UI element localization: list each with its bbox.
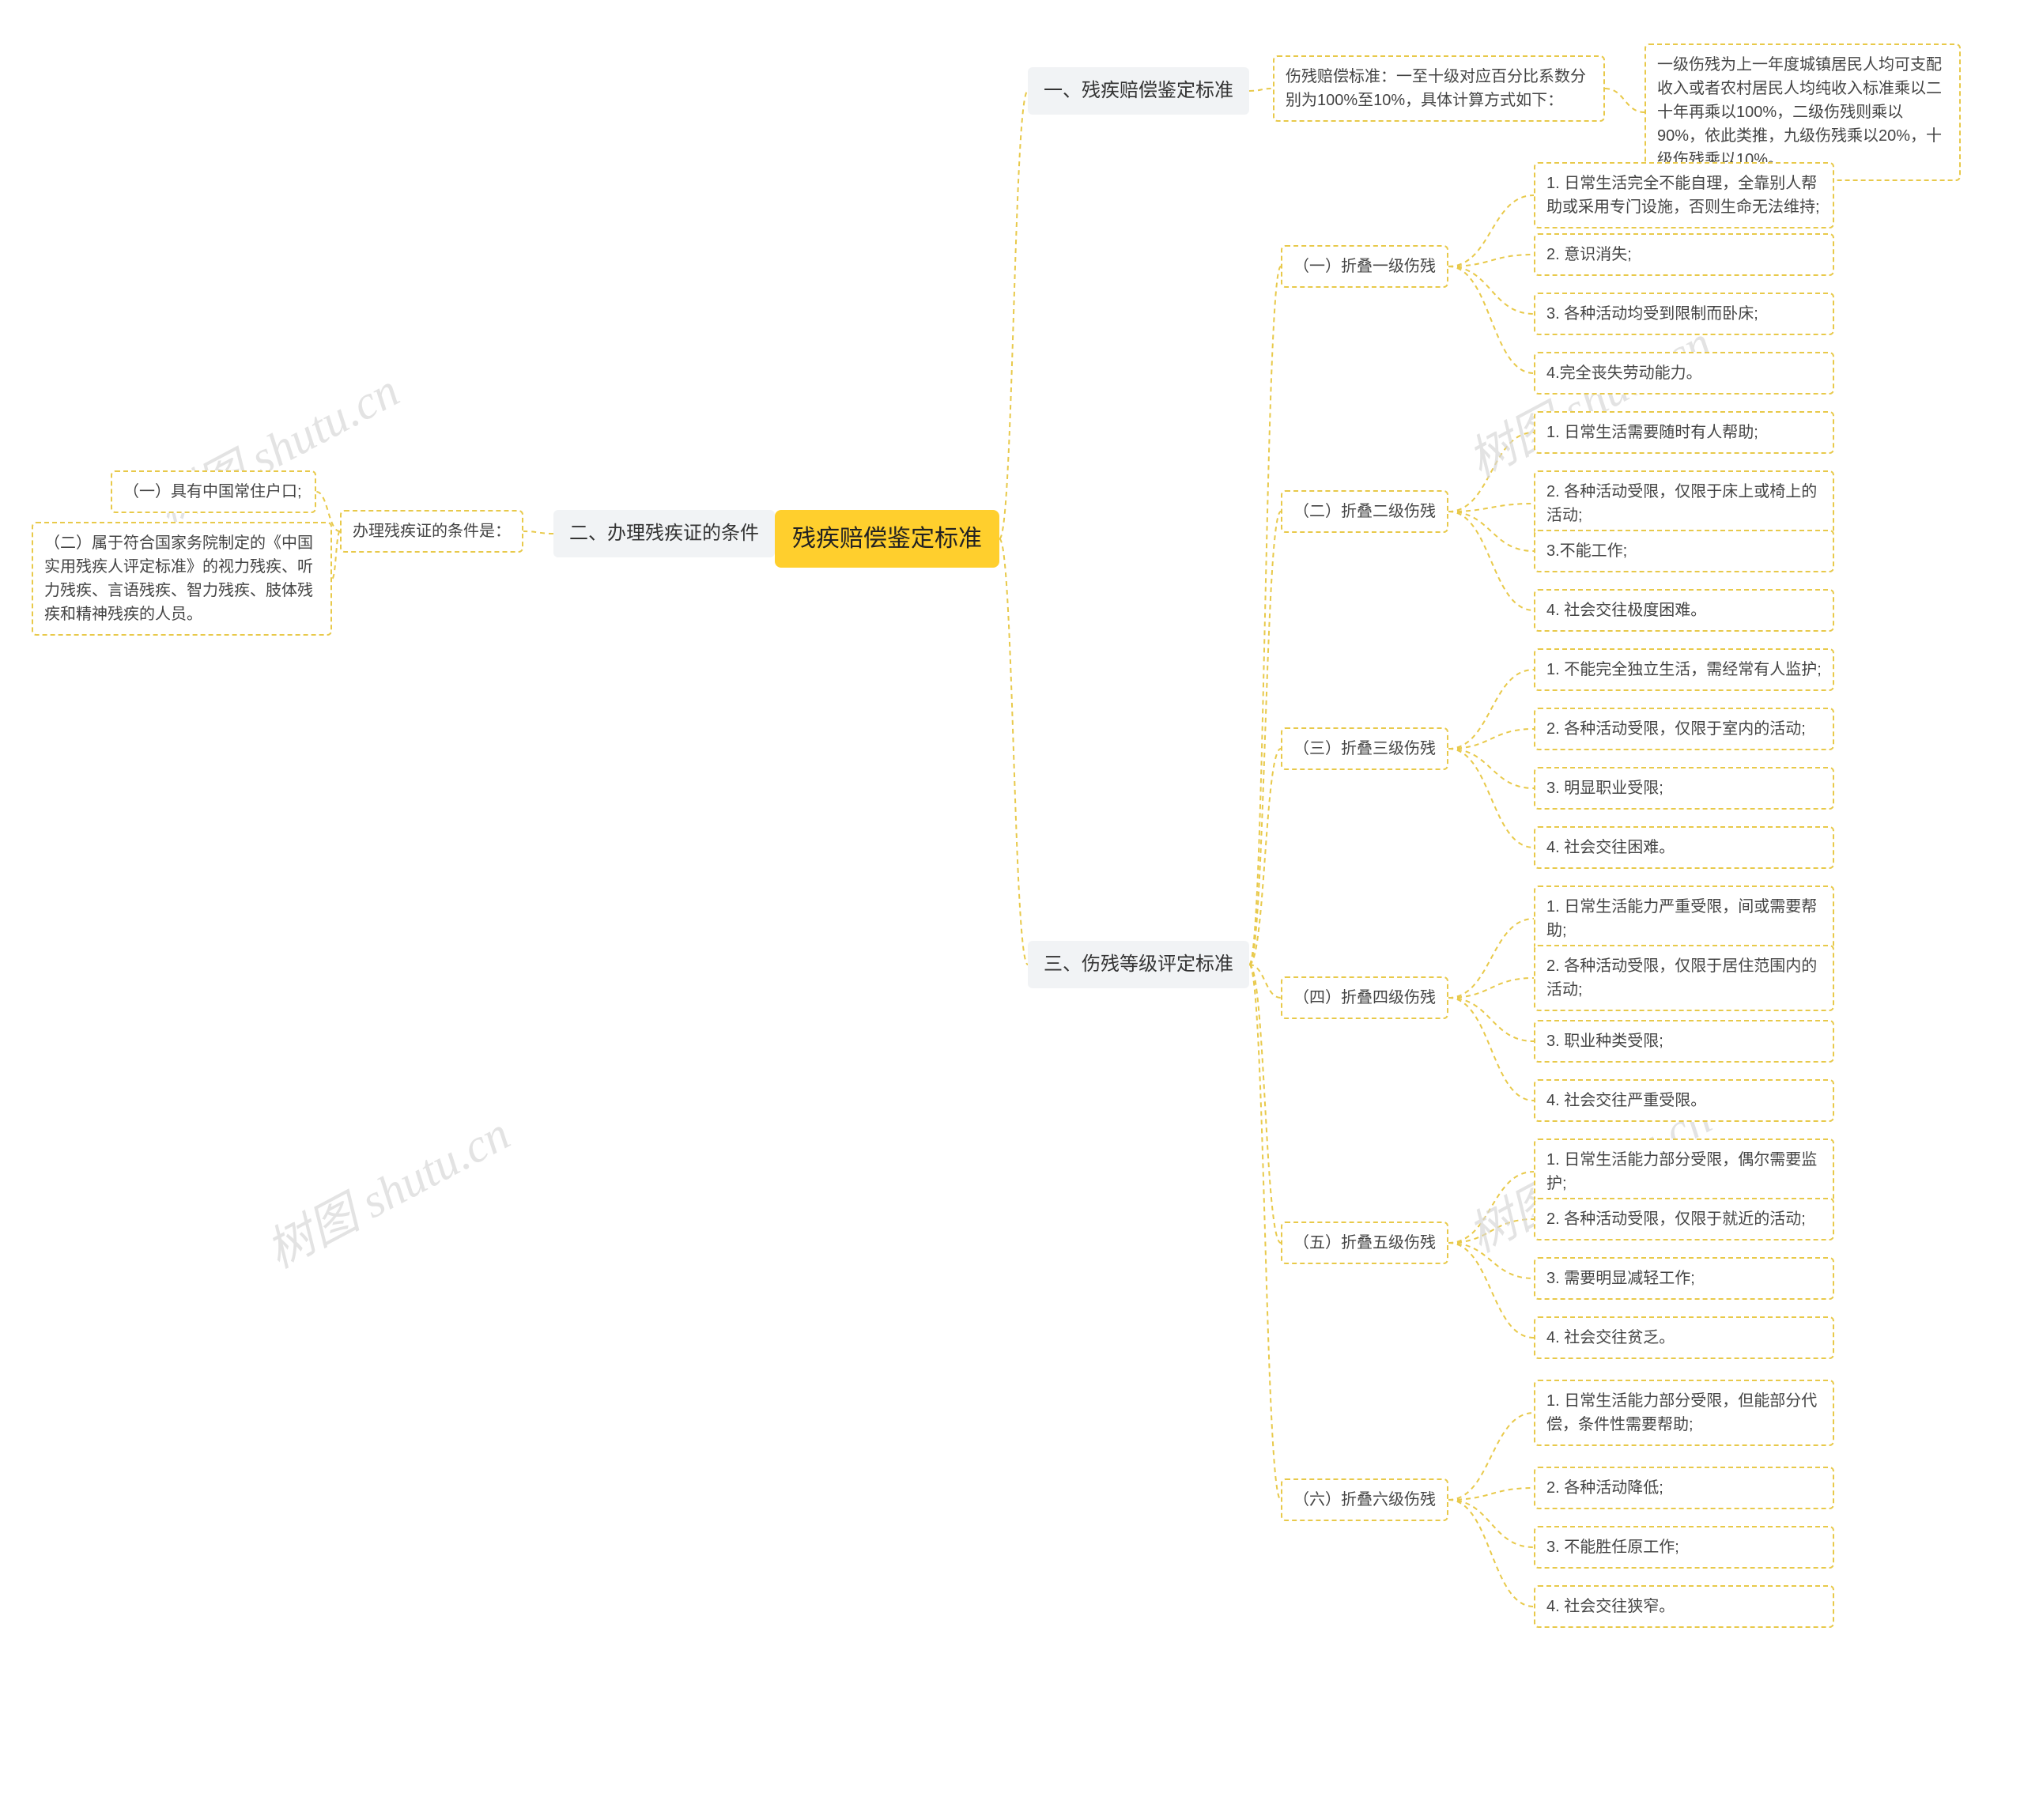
level-6-item-3[interactable]: 3. 不能胜任原工作;: [1534, 1526, 1834, 1569]
watermark-3: 树图 shutu.cn: [252, 1096, 519, 1282]
level-1-item-3[interactable]: 3. 各种活动均受到限制而卧床;: [1534, 293, 1834, 335]
branch-3[interactable]: 三、伤残等级评定标准: [1028, 941, 1249, 988]
level-5-item-1[interactable]: 1. 日常生活能力部分受限，偶尔需要监护;: [1534, 1138, 1834, 1205]
branch-1-child-1a[interactable]: 一级伤残为上一年度城镇居民人均可支配收入或者农村居民人均纯收入标准乘以二十年再乘…: [1644, 43, 1961, 181]
level-4-item-3[interactable]: 3. 职业种类受限;: [1534, 1020, 1834, 1063]
level-1-item-1[interactable]: 1. 日常生活完全不能自理，全靠别人帮助或采用专门设施，否则生命无法维持;: [1534, 162, 1834, 228]
branch-2-child-1a[interactable]: （一）具有中国常住户口;: [111, 470, 316, 513]
level-6[interactable]: （六）折叠六级伤残: [1281, 1478, 1448, 1521]
mindmap-canvas: 树图 shutu.cn 树图 shutu.cn 树图 shutu.cn 树图 s…: [0, 0, 2024, 1820]
level-3-item-2[interactable]: 2. 各种活动受限，仅限于室内的活动;: [1534, 708, 1834, 750]
level-2-item-2[interactable]: 2. 各种活动受限，仅限于床上或椅上的活动;: [1534, 470, 1834, 537]
level-5-item-4[interactable]: 4. 社会交往贫乏。: [1534, 1316, 1834, 1359]
level-3-item-4[interactable]: 4. 社会交往困难。: [1534, 826, 1834, 869]
branch-2-child-1b[interactable]: （二）属于符合国家务院制定的《中国实用残疾人评定标准》的视力残疾、听力残疾、言语…: [32, 522, 332, 636]
level-1-item-4[interactable]: 4.完全丧失劳动能力。: [1534, 352, 1834, 395]
level-3-item-1[interactable]: 1. 不能完全独立生活，需经常有人监护;: [1534, 648, 1834, 691]
level-3[interactable]: （三）折叠三级伤残: [1281, 727, 1448, 770]
level-1-item-2[interactable]: 2. 意识消失;: [1534, 233, 1834, 276]
level-4-item-1[interactable]: 1. 日常生活能力严重受限，间或需要帮助;: [1534, 885, 1834, 952]
branch-1[interactable]: 一、残疾赔偿鉴定标准: [1028, 67, 1249, 115]
level-6-item-2[interactable]: 2. 各种活动降低;: [1534, 1467, 1834, 1509]
branch-1-child-1[interactable]: 伤残赔偿标准：一至十级对应百分比系数分别为100%至10%，具体计算方式如下：: [1273, 55, 1605, 122]
level-5-item-2[interactable]: 2. 各种活动受限，仅限于就近的活动;: [1534, 1198, 1834, 1240]
level-5[interactable]: （五）折叠五级伤残: [1281, 1222, 1448, 1264]
level-2-item-3[interactable]: 3.不能工作;: [1534, 530, 1834, 572]
level-4-item-4[interactable]: 4. 社会交往严重受限。: [1534, 1079, 1834, 1122]
level-2-item-4[interactable]: 4. 社会交往极度困难。: [1534, 589, 1834, 632]
branch-2[interactable]: 二、办理残疾证的条件: [553, 510, 775, 557]
level-2-item-1[interactable]: 1. 日常生活需要随时有人帮助;: [1534, 411, 1834, 454]
level-5-item-3[interactable]: 3. 需要明显减轻工作;: [1534, 1257, 1834, 1300]
level-6-item-4[interactable]: 4. 社会交往狭窄。: [1534, 1585, 1834, 1628]
root-node[interactable]: 残疾赔偿鉴定标准: [775, 510, 999, 568]
branch-2-child-1[interactable]: 办理残疾证的条件是：: [340, 510, 523, 553]
level-4-item-2[interactable]: 2. 各种活动受限，仅限于居住范围内的活动;: [1534, 945, 1834, 1011]
level-3-item-3[interactable]: 3. 明显职业受限;: [1534, 767, 1834, 810]
level-4[interactable]: （四）折叠四级伤残: [1281, 976, 1448, 1019]
level-1[interactable]: （一）折叠一级伤残: [1281, 245, 1448, 288]
level-2[interactable]: （二）折叠二级伤残: [1281, 490, 1448, 533]
level-6-item-1[interactable]: 1. 日常生活能力部分受限，但能部分代偿，条件性需要帮助;: [1534, 1380, 1834, 1446]
